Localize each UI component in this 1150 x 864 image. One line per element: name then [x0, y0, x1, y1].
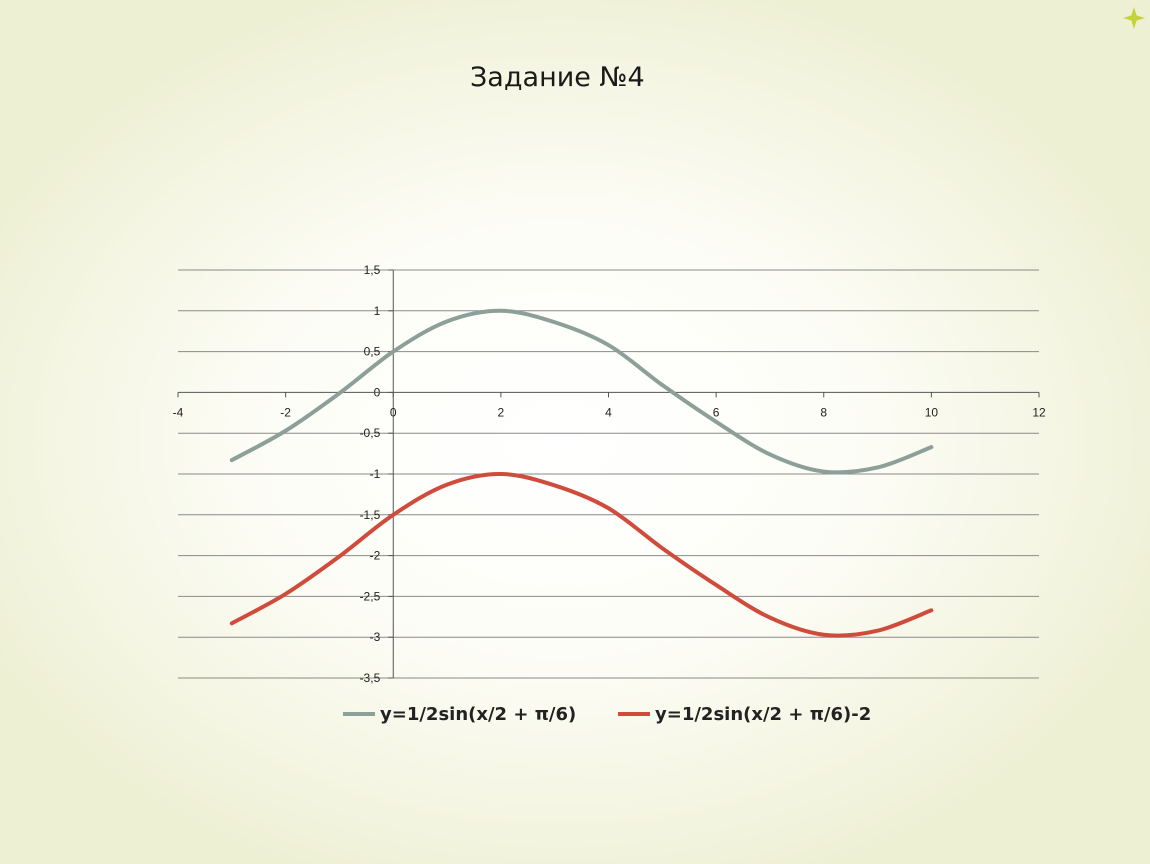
x-tick-label: 12 [1032, 405, 1046, 419]
y-tick-label: -1,5 [360, 508, 381, 522]
x-tick-label: -2 [280, 405, 291, 419]
legend: y=1/2sin(x/2 + π/6) y=1/2sin(x/2 + π/6)-2 [343, 704, 871, 725]
y-tick-label: -3 [370, 630, 381, 644]
series-line-1 [229, 308, 934, 475]
legend-label-1: y=1/2sin(x/2 + π/6) [380, 704, 576, 725]
y-tick-label: 1 [374, 304, 381, 318]
x-tick-label: 2 [498, 405, 505, 419]
x-tick-label: 4 [605, 405, 612, 419]
y-tick-label: 1,5 [364, 263, 381, 277]
x-tick-label: -4 [173, 405, 184, 419]
x-tick-label: 10 [925, 405, 939, 419]
y-tick-label: 0,5 [364, 345, 381, 359]
y-tick-label: -3,5 [360, 671, 381, 685]
grid-lines [178, 269, 1039, 679]
x-tick-label: 0 [390, 405, 397, 419]
legend-label-2: y=1/2sin(x/2 + π/6)-2 [655, 704, 871, 725]
x-tick-label: 8 [820, 405, 827, 419]
star-icon [1123, 7, 1145, 29]
axes: 1,510,50-0,5-1-1,5-2-2,5-3-3,5-4 -2 0 2 4 6 8 1… [173, 263, 1046, 685]
y-tick-label: -1 [370, 467, 381, 481]
series-lines [229, 308, 934, 638]
x-tick-label: 6 [713, 405, 720, 419]
y-tick-label: -2,5 [360, 589, 381, 603]
series-line-2 [229, 471, 934, 638]
y-tick-label: -0,5 [360, 426, 381, 440]
slide-title: Задание №4 [470, 62, 645, 93]
y-tick-label: -2 [370, 549, 381, 563]
